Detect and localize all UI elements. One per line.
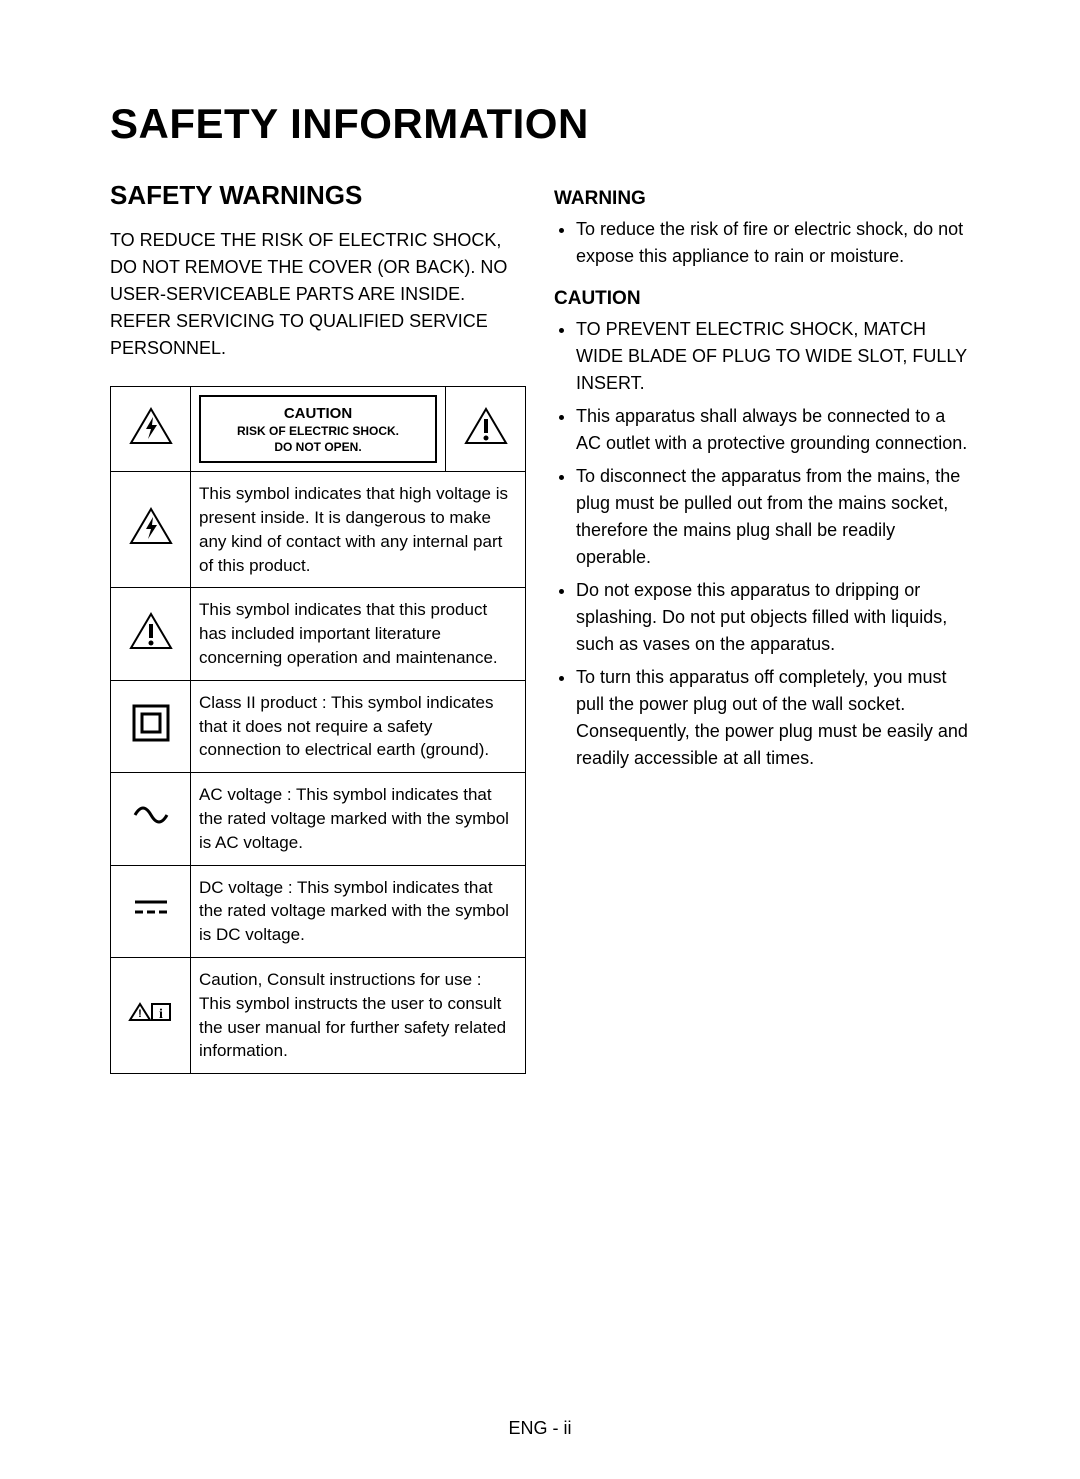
list-item: To reduce the risk of fire or electric s… <box>576 216 970 270</box>
table-row: This symbol indicates that high voltage … <box>111 472 526 588</box>
exclaim-triangle-icon <box>129 612 173 650</box>
ac-voltage-icon <box>129 793 173 837</box>
caution-heading: CAUTION <box>554 288 970 310</box>
symbol-desc: AC voltage : This symbol indicates that … <box>191 773 526 865</box>
list-item: To disconnect the apparatus from the mai… <box>576 463 970 571</box>
icon-cell <box>111 472 191 588</box>
icon-cell <box>111 865 191 957</box>
exclaim-triangle-icon <box>464 407 508 445</box>
table-row: Class II product : This symbol indicates… <box>111 680 526 772</box>
content-columns: SAFETY WARNINGS TO REDUCE THE RISK OF EL… <box>110 180 970 1074</box>
icon-cell <box>111 773 191 865</box>
left-column: SAFETY WARNINGS TO REDUCE THE RISK OF EL… <box>110 180 526 1074</box>
safety-warnings-heading: SAFETY WARNINGS <box>110 180 526 211</box>
header-bolt-icon-cell <box>111 387 191 472</box>
warning-heading: WARNING <box>554 188 970 210</box>
icon-cell <box>111 957 191 1073</box>
warning-list: To reduce the risk of fire or electric s… <box>554 216 970 270</box>
symbol-desc: This symbol indicates that high voltage … <box>191 472 526 588</box>
right-column: WARNING To reduce the risk of fire or el… <box>554 180 970 1074</box>
symbol-desc: DC voltage : This symbol indicates that … <box>191 865 526 957</box>
caution-box: CAUTION RISK OF ELECTRIC SHOCK. DO NOT O… <box>199 395 437 463</box>
symbol-desc: This symbol indicates that this product … <box>191 588 526 680</box>
list-item: This apparatus shall always be connected… <box>576 403 970 457</box>
list-item: To turn this apparatus off completely, y… <box>576 664 970 772</box>
table-row: DC voltage : This symbol indicates that … <box>111 865 526 957</box>
symbol-table: CAUTION RISK OF ELECTRIC SHOCK. DO NOT O… <box>110 386 526 1074</box>
list-item: TO PREVENT ELECTRIC SHOCK, MATCH WIDE BL… <box>576 316 970 397</box>
caution-box-line1: RISK OF ELECTRIC SHOCK. <box>209 424 427 440</box>
symbol-desc: Caution, Consult instructions for use : … <box>191 957 526 1073</box>
icon-cell <box>111 680 191 772</box>
table-row: AC voltage : This symbol indicates that … <box>111 773 526 865</box>
intro-paragraph: TO REDUCE THE RISK OF ELECTRIC SHOCK, DO… <box>110 227 526 362</box>
page-footer: ENG - ii <box>0 1418 1080 1439</box>
symbol-desc: Class II product : This symbol indicates… <box>191 680 526 772</box>
caution-list: TO PREVENT ELECTRIC SHOCK, MATCH WIDE BL… <box>554 316 970 772</box>
caution-box-line2: DO NOT OPEN. <box>209 440 427 456</box>
caution-box-title: CAUTION <box>209 403 427 424</box>
caution-box-cell: CAUTION RISK OF ELECTRIC SHOCK. DO NOT O… <box>191 387 446 472</box>
bolt-triangle-icon <box>129 407 173 445</box>
header-exclaim-icon-cell <box>446 387 526 472</box>
class2-icon <box>130 702 172 744</box>
dc-voltage-icon <box>129 886 173 930</box>
table-row: This symbol indicates that this product … <box>111 588 526 680</box>
bolt-triangle-icon <box>129 507 173 545</box>
table-row: Caution, Consult instructions for use : … <box>111 957 526 1073</box>
consult-manual-icon <box>128 1000 174 1024</box>
icon-cell <box>111 588 191 680</box>
caution-header-row: CAUTION RISK OF ELECTRIC SHOCK. DO NOT O… <box>111 387 526 472</box>
page-title: SAFETY INFORMATION <box>110 100 970 148</box>
list-item: Do not expose this apparatus to dripping… <box>576 577 970 658</box>
